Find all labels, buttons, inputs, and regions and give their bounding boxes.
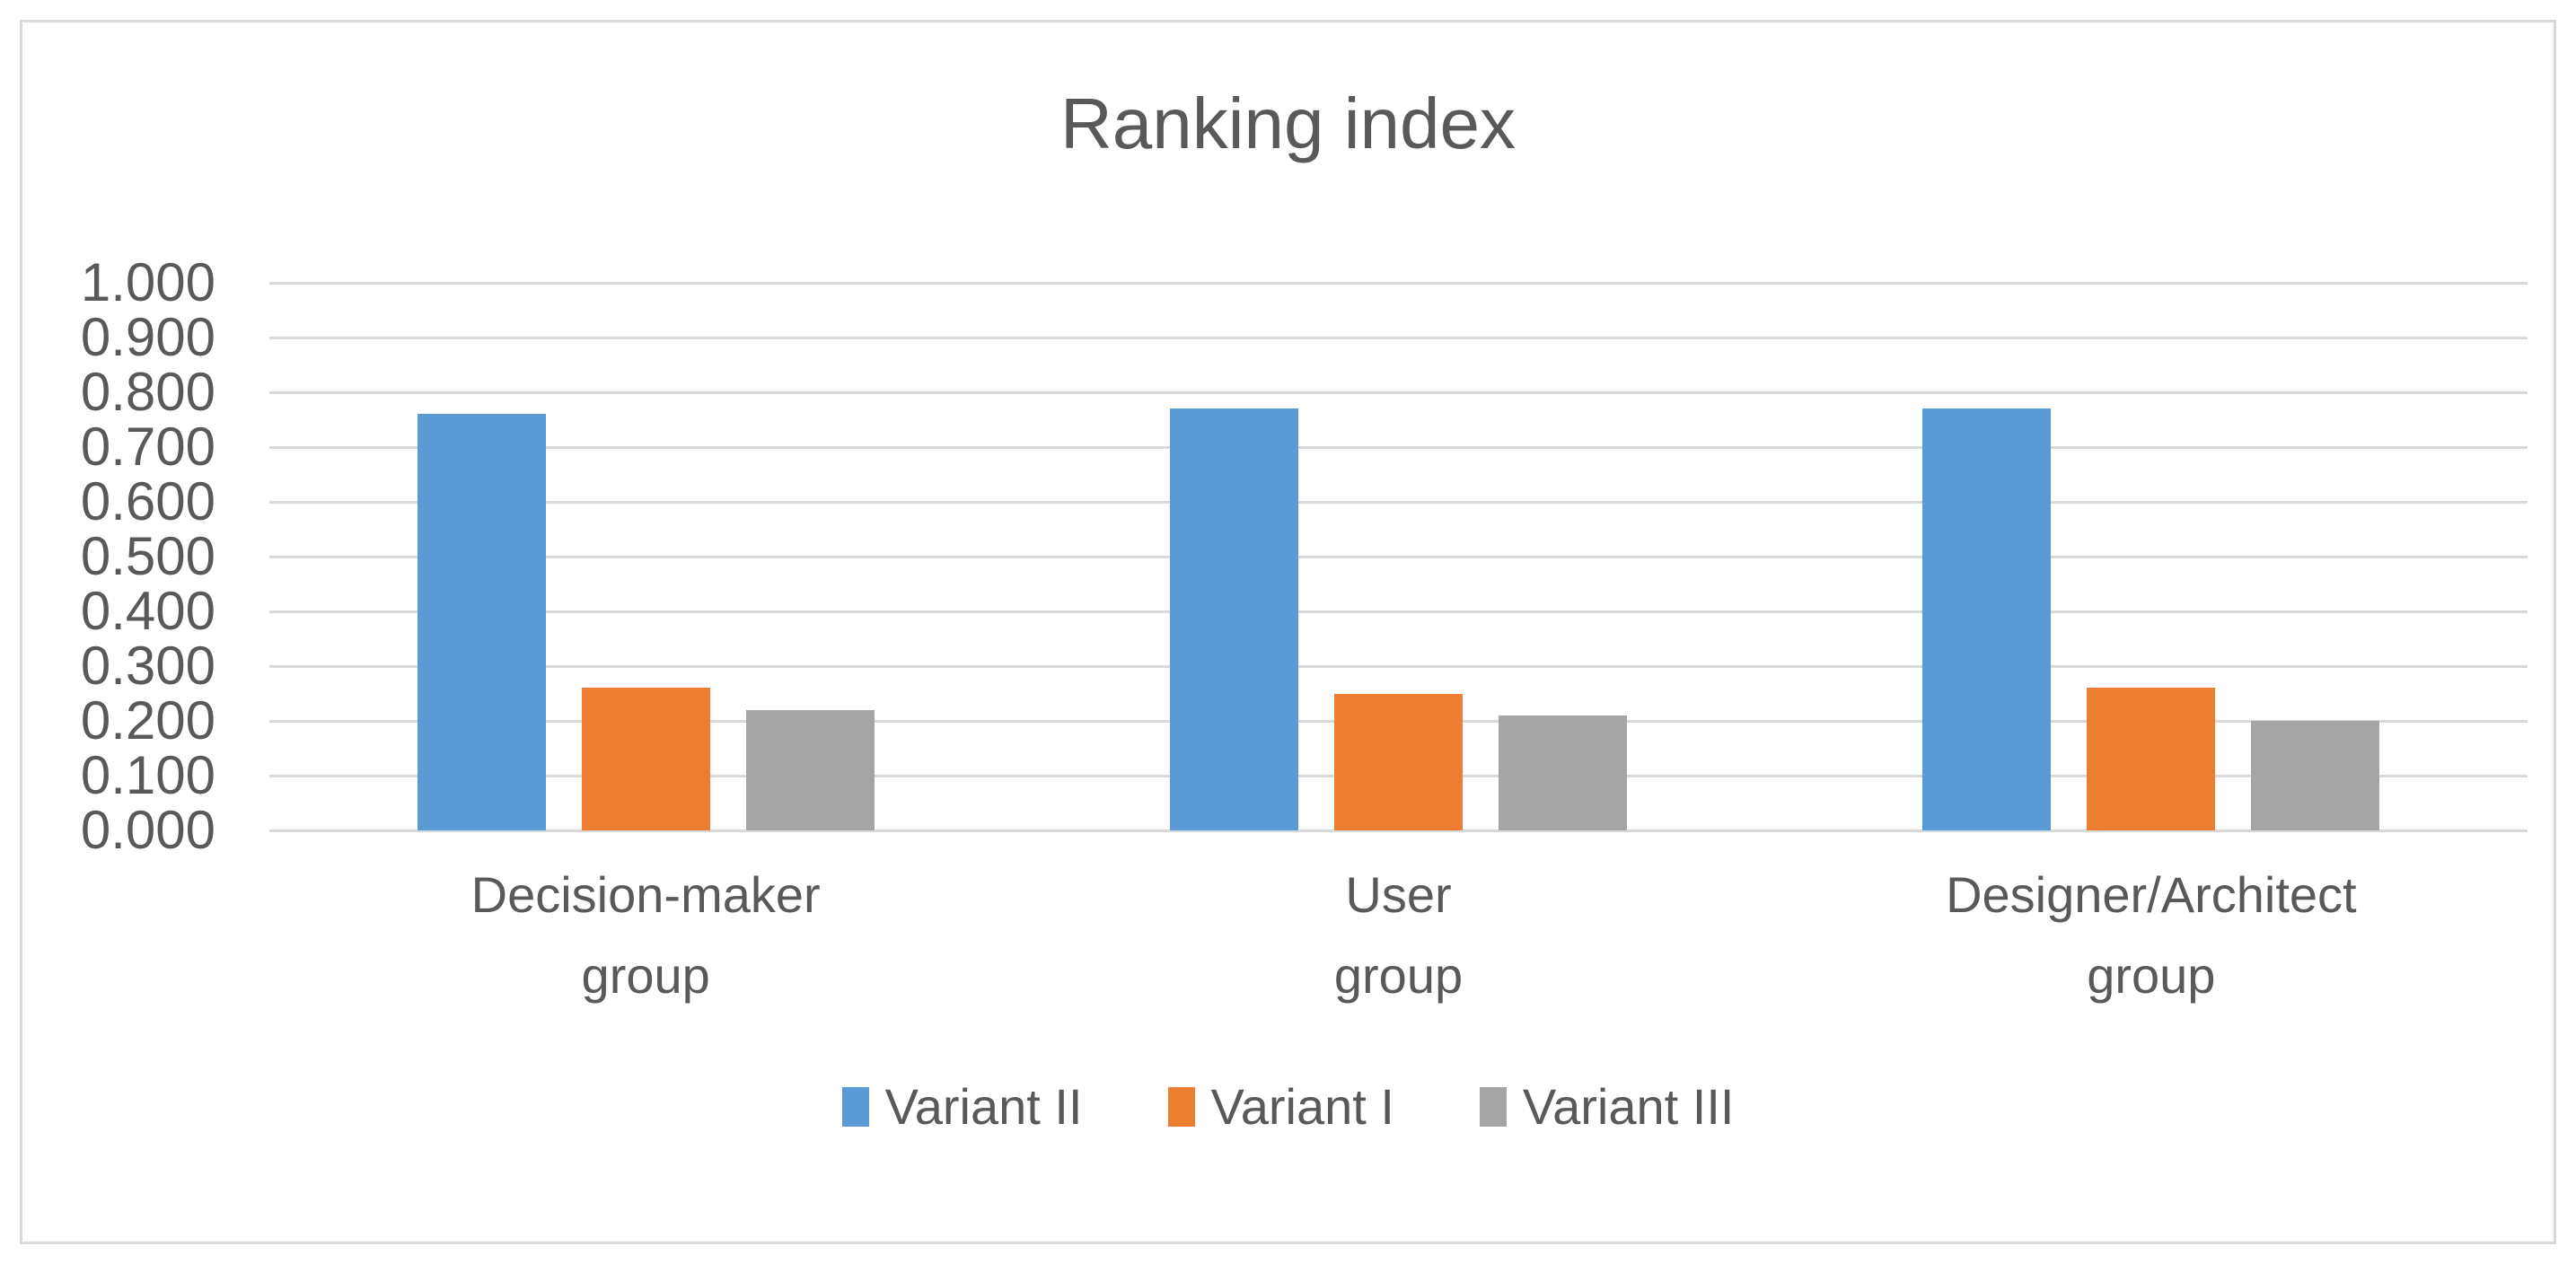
gridline	[269, 664, 2528, 668]
gridline	[269, 336, 2528, 339]
bar-group	[1022, 283, 1774, 830]
gridline	[269, 829, 2528, 832]
legend-label: Variant II	[884, 1078, 1083, 1135]
y-axis-tick-label: 0.900	[80, 307, 215, 367]
y-axis: 0.000 0.100 0.200 0.300 0.400 0.500 0.600 0.700…	[36, 252, 215, 860]
y-axis-tick-label: 0.100	[80, 745, 215, 805]
y-axis-tick-label: 0.600	[80, 471, 215, 531]
bar-variant-ii	[417, 414, 546, 830]
plot-area	[269, 281, 2528, 832]
legend-swatch-variant-ii	[841, 1087, 869, 1127]
bar-variant-iii	[1498, 715, 1627, 830]
bar-group	[1775, 283, 2528, 830]
x-axis: Decision-maker group User group Designer/A…	[269, 855, 2528, 1016]
gridline	[269, 391, 2528, 394]
gridline	[269, 445, 2528, 449]
y-axis-tick-label: 0.500	[80, 526, 215, 586]
y-axis-tick-label: 0.000	[80, 800, 215, 860]
y-axis-tick-label: 0.700	[80, 417, 215, 477]
x-axis-category-label: Designer/Architect group	[1946, 866, 2357, 1004]
chart-title: Ranking index	[1060, 83, 1516, 163]
y-axis-tick-label: 0.300	[80, 636, 215, 696]
legend-label: Variant III	[1522, 1078, 1735, 1135]
legend-item: Variant I	[1167, 1075, 1394, 1138]
y-axis-tick-label: 0.800	[80, 362, 215, 422]
legend-item: Variant III	[1479, 1075, 1735, 1138]
bar-groups	[269, 283, 2528, 830]
bar-group	[269, 283, 1022, 830]
x-axis-category-label: User group	[1333, 866, 1464, 1004]
bar-variant-iii	[745, 709, 875, 830]
gridline	[269, 281, 2528, 285]
bar-variant-ii	[1169, 408, 1298, 830]
y-axis-tick-label: 1.000	[80, 252, 215, 312]
chart-border	[20, 20, 2556, 1244]
y-axis-tick-label: 0.200	[80, 690, 215, 750]
legend-item: Variant II	[841, 1075, 1083, 1138]
bar-variant-i	[581, 688, 710, 830]
y-axis-tick-label: 0.400	[80, 581, 215, 641]
gridline	[269, 555, 2528, 558]
legend: Variant II Variant I Variant III	[0, 1075, 2576, 1138]
gridline	[269, 610, 2528, 613]
bar-variant-iii	[2251, 721, 2380, 830]
legend-swatch-variant-iii	[1479, 1087, 1507, 1127]
x-axis-category-label: Decision-maker group	[470, 866, 821, 1004]
legend-label: Variant I	[1210, 1078, 1394, 1135]
bar-variant-ii	[1922, 408, 2052, 830]
bar-variant-i	[1333, 693, 1463, 830]
bar-variant-i	[2087, 688, 2216, 830]
legend-swatch-variant-i	[1167, 1087, 1195, 1127]
gridline	[269, 500, 2528, 504]
